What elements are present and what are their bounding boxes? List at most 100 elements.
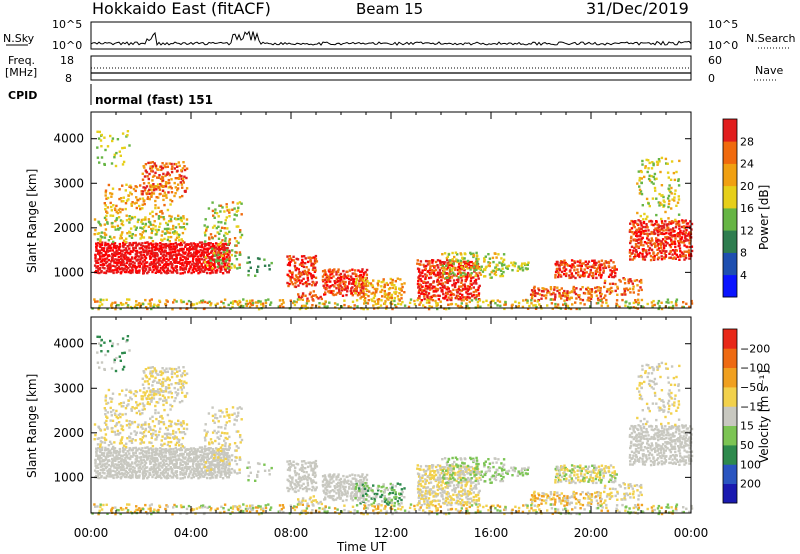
scatter-cell (355, 288, 358, 291)
scatter-cell (169, 467, 172, 470)
scatter-cell (159, 245, 163, 248)
scatter-cell (156, 458, 159, 462)
scatter-cell (511, 269, 514, 272)
scatter-cell (670, 301, 673, 304)
scatter-cell (380, 280, 383, 284)
scatter-cell (364, 278, 368, 282)
scatter-cell (640, 192, 644, 196)
scatter-cell (109, 454, 112, 457)
scatter-cell (501, 267, 504, 270)
scatter-cell (571, 303, 574, 306)
scatter-cell (93, 298, 96, 301)
scatter-cell (662, 246, 666, 250)
scatter-cell (596, 289, 600, 292)
scatter-cell (95, 249, 98, 252)
scatter-cell (168, 231, 172, 235)
scatter-cell (139, 207, 142, 210)
scatter-cell (205, 448, 208, 451)
scatter-cell (175, 300, 178, 303)
scatter-cell (652, 231, 656, 234)
scatter-cell (164, 194, 167, 197)
scatter-cell (201, 458, 204, 461)
scatter-cell (163, 455, 166, 459)
scatter-cell (588, 265, 591, 268)
scatter-cell (96, 437, 99, 440)
scatter-cell (128, 244, 131, 247)
scatter-cell (224, 239, 227, 242)
scatter-cell (145, 253, 149, 256)
scatter-cell (649, 258, 653, 262)
scatter-cell (461, 293, 464, 297)
scatter-cell (603, 279, 607, 283)
scatter-cell (462, 299, 465, 302)
scatter-cell (428, 262, 431, 265)
scatter-cell (139, 243, 143, 247)
scatter-cell (125, 419, 128, 422)
scatter-cell (140, 467, 143, 471)
scatter-cell (165, 196, 168, 199)
scatter-cell (185, 260, 188, 263)
scatter-cell (209, 477, 212, 480)
scatter-cell (210, 467, 213, 470)
scatter-cell (139, 442, 142, 445)
scatter-cell (132, 446, 135, 450)
scatter-cell (101, 258, 105, 261)
scatter-cell (147, 302, 150, 306)
scatter-cell (456, 304, 460, 308)
scatter-cell (197, 473, 200, 477)
scatter-cell (190, 254, 193, 257)
scatter-cell (110, 192, 114, 196)
scatter-cell (312, 290, 315, 293)
scatter-cell (561, 260, 564, 264)
scatter-cell (138, 302, 141, 305)
scatter-cell (443, 252, 447, 255)
scatter-cell (103, 428, 106, 431)
scatter-cell (182, 222, 186, 225)
scatter-cell (551, 307, 554, 310)
scatter-cell (400, 283, 404, 286)
scatter-cell (114, 228, 117, 231)
scatter-cell (162, 194, 165, 198)
scatter-cell (140, 220, 143, 224)
scatter-cell (151, 389, 154, 393)
scatter-cell (136, 449, 139, 452)
scatter-cell (149, 167, 152, 170)
scatter-cell (194, 452, 198, 455)
scatter-cell (195, 252, 198, 255)
scatter-cell (140, 459, 143, 462)
scatter-cell (156, 470, 159, 473)
scatter-cell (629, 222, 632, 225)
scatter-cell (166, 472, 169, 475)
scatter-cell (103, 468, 106, 471)
scatter-cell (110, 414, 113, 417)
scatter-cell (111, 426, 114, 430)
scatter-cell (324, 278, 327, 281)
scatter-cell (501, 260, 505, 263)
scatter-cell (133, 407, 136, 410)
scatter-cell (660, 217, 663, 221)
scatter-cell (140, 218, 144, 222)
scatter-cell (193, 262, 196, 265)
scatter-cell (671, 257, 675, 260)
scatter-cell (190, 263, 194, 266)
scatter-cell (198, 472, 201, 475)
scatter-cell (103, 223, 106, 226)
scatter-cell (137, 476, 141, 479)
scatter-cell (103, 202, 106, 205)
scatter-cell (359, 286, 362, 289)
scatter-cell (453, 285, 457, 289)
scatter-cell (416, 259, 419, 262)
scatter-cell (666, 298, 670, 301)
scatter-cell (163, 203, 166, 207)
scatter-cell (257, 308, 261, 311)
scatter-cell (120, 258, 124, 261)
scatter-cell (124, 459, 127, 462)
scatter-cell (566, 304, 570, 308)
scatter-cell (637, 241, 640, 245)
scatter-cell (417, 279, 420, 283)
scatter-cell (429, 295, 432, 299)
scatter-cell (474, 262, 477, 265)
scatter-cell (430, 271, 434, 274)
scatter-cell (688, 245, 692, 249)
scatter-cell (224, 269, 227, 272)
